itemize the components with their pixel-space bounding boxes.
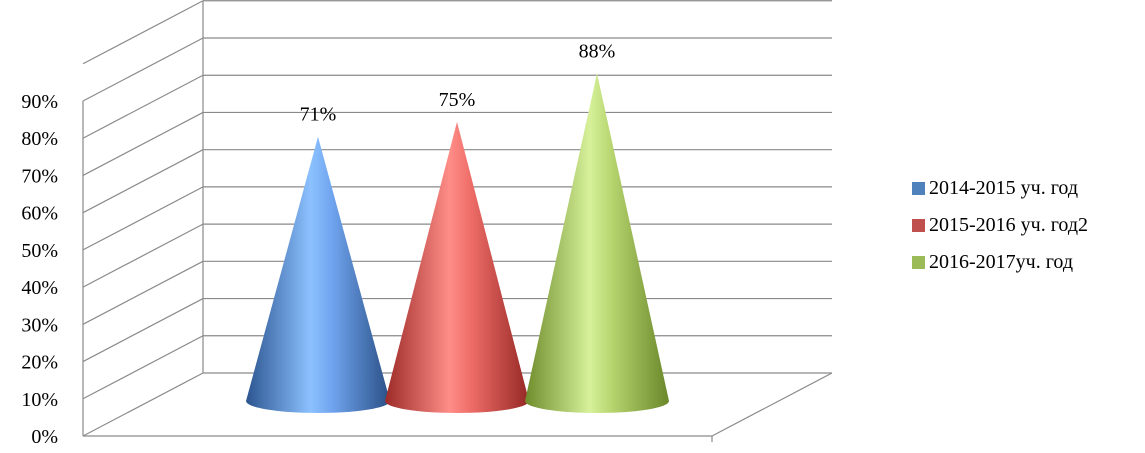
legend-swatch — [912, 256, 925, 269]
data-label: 88% — [579, 40, 616, 62]
y-tick-label: 30% — [21, 314, 58, 336]
data-label: 75% — [439, 89, 476, 111]
floor-right-edge — [711, 372, 833, 437]
side-gridline — [82, 149, 204, 214]
y-tick-label: 90% — [21, 91, 58, 113]
legend-item: 2015-2016 уч. год2 — [912, 207, 1088, 244]
y-tick-label: 80% — [21, 128, 58, 150]
y-tick-label: 70% — [21, 165, 58, 187]
legend-item: 2016-2017уч. год — [912, 244, 1088, 281]
side-gridline — [82, 372, 204, 437]
cone-bar — [246, 136, 390, 413]
legend-swatch — [912, 182, 925, 195]
legend: 2014-2015 уч. год 2015-2016 уч. год2 201… — [912, 170, 1088, 281]
cone-bar — [385, 121, 529, 413]
y-tick-label: 20% — [21, 352, 58, 374]
data-label: 71% — [300, 104, 337, 126]
cone-bar — [525, 73, 669, 413]
side-gridline — [82, 186, 204, 251]
side-gridline — [82, 298, 204, 363]
side-gridline — [82, 74, 204, 139]
side-gridline — [82, 223, 204, 288]
y-tick-label: 0% — [31, 426, 58, 448]
side-gridline — [82, 260, 204, 325]
y-tick-label: 60% — [21, 203, 58, 225]
side-gridline — [82, 111, 204, 176]
legend-label: 2015-2016 уч. год2 — [929, 214, 1089, 236]
legend-swatch — [912, 219, 925, 232]
side-gridline — [82, 37, 204, 102]
legend-label: 2016-2017уч. год — [929, 251, 1074, 273]
legend-label: 2014-2015 уч. год — [929, 177, 1079, 199]
side-gridline — [82, 0, 204, 65]
legend-item: 2014-2015 уч. год — [912, 170, 1088, 207]
y-tick-label: 10% — [21, 389, 58, 411]
y-tick-label: 50% — [21, 240, 58, 262]
y-tick-label: 40% — [21, 277, 58, 299]
side-gridline — [82, 335, 204, 400]
